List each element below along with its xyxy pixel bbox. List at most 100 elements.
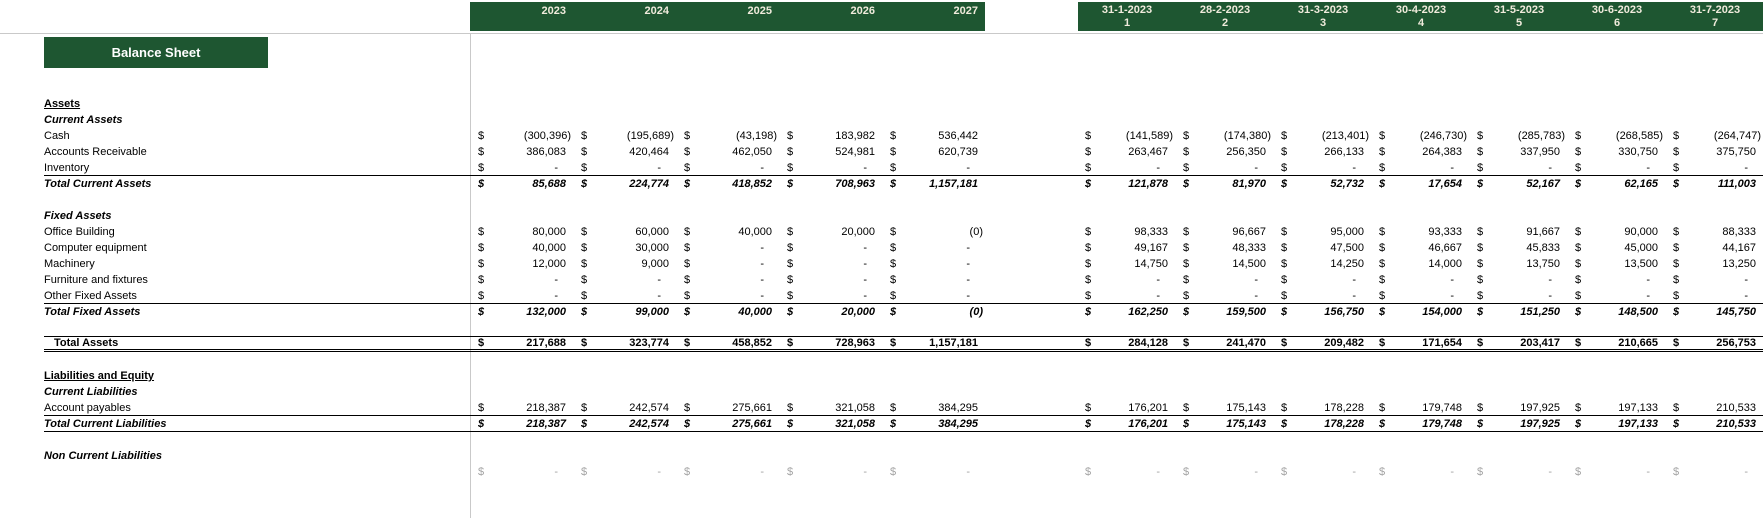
table-cell[interactable]: $ - — [1567, 272, 1665, 288]
table-cell[interactable]: $17,654 — [1371, 176, 1469, 192]
table-cell[interactable]: $45,000 — [1567, 240, 1665, 256]
table-cell[interactable]: $418,852 — [676, 176, 779, 192]
table-cell[interactable]: $ - — [1273, 160, 1371, 175]
table-cell[interactable]: $ (43,198) — [676, 128, 779, 144]
table-cell[interactable]: $ - — [1665, 272, 1763, 288]
year-header[interactable]: 2027 — [953, 5, 978, 17]
table-cell[interactable]: $203,417 — [1469, 337, 1567, 349]
table-cell[interactable]: $384,295 — [882, 416, 985, 431]
table-cell[interactable]: $49,167 — [1077, 240, 1175, 256]
table-cell[interactable]: $ - — [1371, 160, 1469, 175]
row-label[interactable]: Furniture and fixtures — [44, 274, 148, 286]
table-cell[interactable]: $241,470 — [1175, 337, 1273, 349]
table-cell[interactable]: $93,333 — [1371, 224, 1469, 240]
table-cell[interactable]: $420,464 — [573, 144, 676, 160]
table-cell[interactable]: $ (246,730) — [1371, 128, 1469, 144]
row-label[interactable]: Accounts Receivable — [44, 146, 147, 158]
year-header[interactable]: 2024 — [644, 5, 669, 17]
table-cell[interactable]: $210,533 — [1665, 416, 1763, 431]
row-label[interactable]: Assets — [44, 98, 81, 110]
table-cell[interactable]: $47,500 — [1273, 240, 1371, 256]
table-cell[interactable]: $ - — [1077, 288, 1175, 303]
year-header[interactable]: 2025 — [747, 5, 772, 17]
year-header[interactable]: 2026 — [850, 5, 875, 17]
table-cell[interactable]: $ - — [1567, 288, 1665, 303]
table-cell[interactable]: $210,533 — [1665, 400, 1763, 415]
table-cell[interactable]: $30,000 — [573, 240, 676, 256]
table-cell[interactable]: $ - — [779, 464, 882, 480]
table-cell[interactable]: $ - — [676, 272, 779, 288]
table-cell[interactable]: $13,250 — [1665, 256, 1763, 272]
table-cell[interactable]: $111,003 — [1665, 176, 1763, 192]
table-cell[interactable]: $218,387 — [470, 400, 573, 415]
table-cell[interactable]: $145,750 — [1665, 304, 1763, 320]
table-cell[interactable]: $284,128 — [1077, 337, 1175, 349]
table-cell[interactable]: $13,750 — [1469, 256, 1567, 272]
table-cell[interactable]: $175,143 — [1175, 416, 1273, 431]
table-cell[interactable]: $ - — [470, 464, 573, 480]
table-cell[interactable]: $ - — [470, 288, 573, 303]
sheet-title[interactable]: Balance Sheet — [44, 37, 268, 68]
table-cell[interactable]: $ - — [779, 272, 882, 288]
table-cell[interactable]: $ - — [1077, 272, 1175, 288]
table-cell[interactable]: $90,000 — [1567, 224, 1665, 240]
table-cell[interactable]: $ - — [1665, 288, 1763, 303]
year-header[interactable]: 2023 — [541, 5, 566, 17]
table-cell[interactable]: $40,000 — [676, 304, 779, 320]
table-cell[interactable]: $171,654 — [1371, 337, 1469, 349]
table-cell[interactable]: $46,667 — [1371, 240, 1469, 256]
table-cell[interactable]: $ - — [779, 288, 882, 303]
row-label[interactable]: Cash — [44, 130, 70, 142]
month-header[interactable]: 31-3-2023 3 — [1297, 4, 1349, 29]
table-cell[interactable]: $275,661 — [676, 400, 779, 415]
row-label[interactable] — [44, 320, 470, 336]
month-header[interactable]: 28-2-2023 2 — [1199, 4, 1251, 29]
table-cell[interactable]: $330,750 — [1567, 144, 1665, 160]
month-header[interactable]: 31-5-2023 5 — [1493, 4, 1545, 29]
month-header[interactable]: 30-6-2023 6 — [1591, 4, 1643, 29]
table-cell[interactable]: $60,000 — [573, 224, 676, 240]
table-cell[interactable]: $14,750 — [1077, 256, 1175, 272]
table-cell[interactable]: $48,333 — [1175, 240, 1273, 256]
table-cell[interactable]: $ (195,689) — [573, 128, 676, 144]
table-cell[interactable]: $ - — [1469, 288, 1567, 303]
table-cell[interactable]: $121,878 — [1077, 176, 1175, 192]
table-cell[interactable]: $242,574 — [573, 400, 676, 415]
table-cell[interactable]: $ (0) — [882, 224, 985, 240]
table-cell[interactable]: $384,295 — [882, 400, 985, 415]
table-cell[interactable]: $462,050 — [676, 144, 779, 160]
table-cell[interactable]: $ - — [1273, 272, 1371, 288]
row-label[interactable]: Fixed Assets — [44, 210, 112, 222]
table-cell[interactable]: $179,748 — [1371, 416, 1469, 431]
table-cell[interactable]: $ (268,585) — [1567, 128, 1665, 144]
row-label[interactable]: Non Current Liabilities — [44, 450, 162, 462]
table-cell[interactable]: $708,963 — [779, 176, 882, 192]
table-cell[interactable]: $524,981 — [779, 144, 882, 160]
table-cell[interactable]: $ - — [1175, 288, 1273, 303]
table-cell[interactable]: $ - — [882, 272, 985, 288]
table-cell[interactable]: $ (0) — [882, 304, 985, 320]
table-cell[interactable]: $209,482 — [1273, 337, 1371, 349]
table-cell[interactable]: $148,500 — [1567, 304, 1665, 320]
row-label[interactable]: Total Fixed Assets — [44, 306, 141, 318]
table-cell[interactable]: $ - — [1371, 464, 1469, 480]
table-cell[interactable]: $337,950 — [1469, 144, 1567, 160]
table-cell[interactable]: $ - — [1273, 464, 1371, 480]
table-cell[interactable]: $ (174,380) — [1175, 128, 1273, 144]
table-cell[interactable]: $321,058 — [779, 400, 882, 415]
table-cell[interactable]: $96,667 — [1175, 224, 1273, 240]
table-cell[interactable]: $9,000 — [573, 256, 676, 272]
table-cell[interactable]: $1,157,181 — [882, 337, 985, 349]
table-cell[interactable]: $242,574 — [573, 416, 676, 431]
table-cell[interactable]: $ - — [779, 240, 882, 256]
table-cell[interactable]: $1,157,181 — [882, 176, 985, 192]
row-label[interactable] — [44, 352, 470, 368]
table-cell[interactable]: $ - — [470, 272, 573, 288]
table-cell[interactable]: $266,133 — [1273, 144, 1371, 160]
table-cell[interactable]: $20,000 — [779, 304, 882, 320]
table-cell[interactable]: $154,000 — [1371, 304, 1469, 320]
table-cell[interactable]: $13,500 — [1567, 256, 1665, 272]
table-cell[interactable]: $321,058 — [779, 416, 882, 431]
table-cell[interactable]: $ - — [1273, 288, 1371, 303]
table-cell[interactable]: $ - — [573, 160, 676, 175]
